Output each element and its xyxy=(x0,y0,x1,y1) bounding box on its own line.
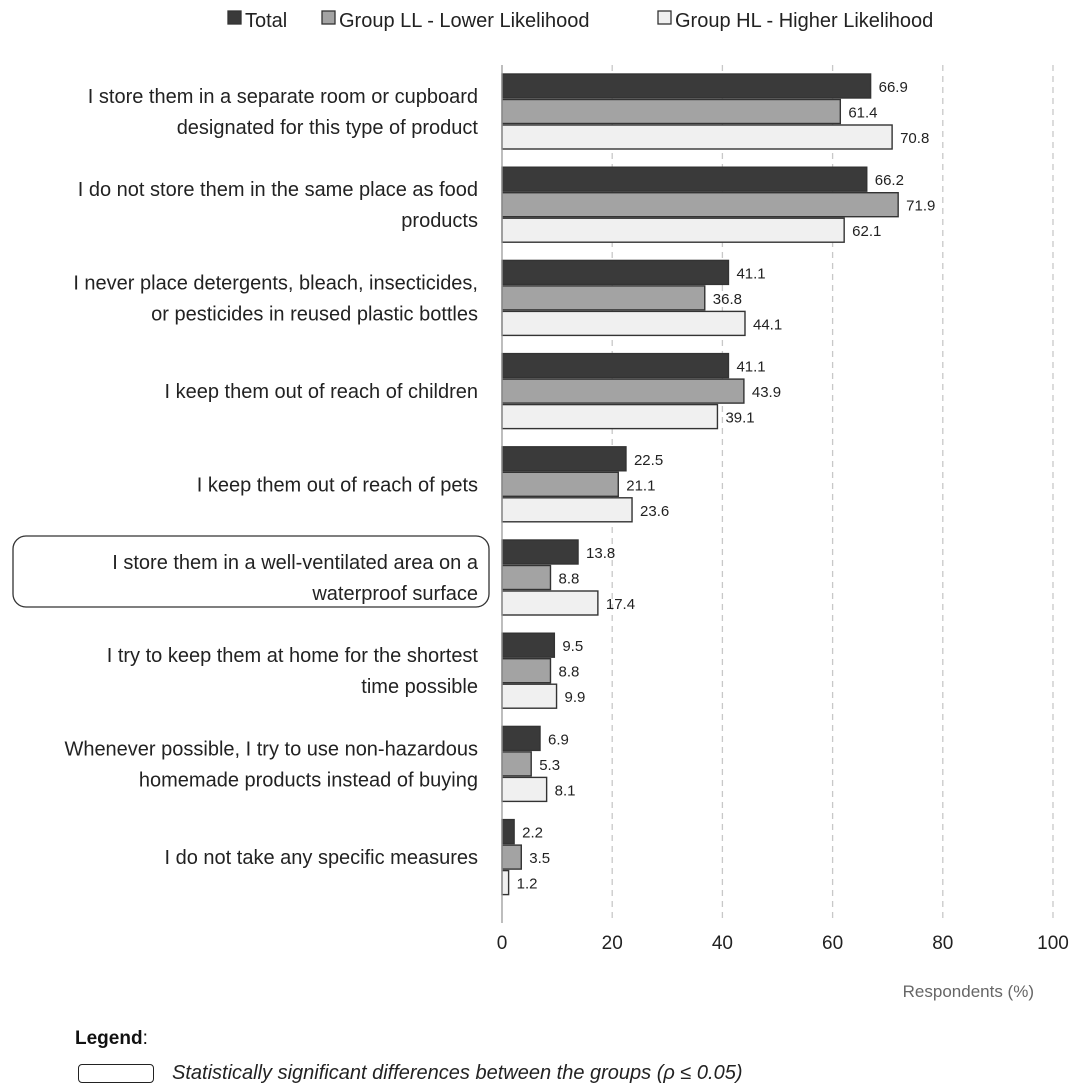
data-label: 41.1 xyxy=(736,359,765,376)
category-label: or pesticides in reused plastic bottles xyxy=(151,303,478,325)
x-tick-label: 60 xyxy=(822,933,843,954)
legend-swatch xyxy=(321,10,336,25)
bar-group-hl xyxy=(501,497,633,523)
bar-group-hl xyxy=(501,776,548,803)
bar-group-hl xyxy=(501,869,510,896)
bar-group-ll xyxy=(501,844,522,870)
data-label: 22.5 xyxy=(634,452,663,469)
category-label: homemade products instead of buying xyxy=(139,769,478,791)
data-label: 13.8 xyxy=(586,545,615,562)
category-label: I never place detergents, bleach, insect… xyxy=(73,272,478,294)
bar-group-ll xyxy=(501,751,532,777)
category-label: time possible xyxy=(361,676,478,698)
data-label: 8.8 xyxy=(558,664,579,681)
data-label: 1.2 xyxy=(517,876,538,893)
category-label: I store them in a well-ventilated area o… xyxy=(112,552,479,574)
x-axis-label: Respondents (%) xyxy=(903,982,1034,1001)
bar-total xyxy=(501,818,515,845)
bar-total xyxy=(501,446,627,472)
bar-total xyxy=(501,725,541,752)
legend-label: Total xyxy=(245,10,287,32)
category-label: designated for this type of product xyxy=(177,117,479,139)
bar-group-ll xyxy=(501,98,842,125)
data-label: 3.5 xyxy=(529,850,550,867)
bar-group-hl xyxy=(501,310,746,337)
category-label: products xyxy=(401,210,478,232)
data-label: 9.5 xyxy=(562,638,583,655)
bar-total xyxy=(501,259,730,286)
data-label: 43.9 xyxy=(752,384,781,401)
data-label: 41.1 xyxy=(736,265,765,282)
significance-box-icon xyxy=(78,1064,154,1083)
legend-note-text: Statistically significant differences be… xyxy=(172,1062,743,1084)
category-label: I do not take any specific measures xyxy=(165,847,479,869)
category-label: I try to keep them at home for the short… xyxy=(107,645,479,667)
category-label: I do not store them in the same place as… xyxy=(78,179,478,201)
data-label: 39.1 xyxy=(725,410,754,427)
bar-group-hl xyxy=(501,683,558,709)
bar-group-ll xyxy=(501,285,706,311)
data-label: 5.3 xyxy=(539,757,560,774)
data-label: 9.9 xyxy=(565,689,586,706)
legend-label: Group HL - Higher Likelihood xyxy=(675,10,933,32)
data-label: 21.1 xyxy=(626,477,655,494)
legend-swatch xyxy=(227,10,242,25)
bar-total xyxy=(501,539,579,565)
data-label: 71.9 xyxy=(906,198,935,215)
x-tick-label: 100 xyxy=(1037,933,1069,954)
data-label: 44.1 xyxy=(753,316,782,333)
data-label: 8.1 xyxy=(555,782,576,799)
data-label: 62.1 xyxy=(852,223,881,240)
x-tick-label: 0 xyxy=(497,933,508,954)
data-label: 8.8 xyxy=(558,571,579,588)
bar-group-ll xyxy=(501,378,745,404)
bar-group-hl xyxy=(501,217,845,243)
x-tick-label: 40 xyxy=(712,933,733,954)
data-label: 23.6 xyxy=(640,503,669,520)
bar-group-ll xyxy=(501,191,899,218)
category-label: Whenever possible, I try to use non-haza… xyxy=(64,738,478,760)
bar-total xyxy=(501,632,556,658)
significance-highlight-box xyxy=(12,535,490,608)
data-label: 6.9 xyxy=(548,731,569,748)
x-tick-label: 20 xyxy=(602,933,623,954)
category-label: I keep them out of reach of pets xyxy=(197,474,478,496)
bar-group-hl xyxy=(501,403,719,430)
data-label: 2.2 xyxy=(522,825,543,842)
data-label: 66.9 xyxy=(879,79,908,96)
bar-total xyxy=(501,166,868,192)
category-label: I keep them out of reach of children xyxy=(164,381,478,403)
category-label: I store them in a separate room or cupbo… xyxy=(88,86,478,108)
data-label: 61.4 xyxy=(848,105,877,122)
bar-total xyxy=(501,352,730,379)
category-label: waterproof surface xyxy=(311,583,478,605)
bar-total xyxy=(501,73,872,99)
data-label: 17.4 xyxy=(606,596,635,613)
bar-group-hl xyxy=(501,590,599,616)
legend-title: Legend: xyxy=(75,1028,148,1049)
legend-label: Group LL - Lower Likelihood xyxy=(339,10,590,32)
legend-swatch xyxy=(657,10,672,25)
data-label: 66.2 xyxy=(875,172,904,189)
significance-legend: Legend: Statistically significant differ… xyxy=(75,1028,1035,1084)
data-label: 36.8 xyxy=(713,291,742,308)
chart: 0 20 40 60 80 100 Respondents (%) 66.961.4 70.8 I… xyxy=(12,10,1069,1001)
data-label: 70.8 xyxy=(900,130,929,147)
bar-group-ll xyxy=(501,564,552,591)
x-tick-label: 80 xyxy=(932,933,953,954)
bar-group-ll xyxy=(501,471,619,497)
bar-group-ll xyxy=(501,658,552,684)
bar-group-hl xyxy=(501,124,893,150)
